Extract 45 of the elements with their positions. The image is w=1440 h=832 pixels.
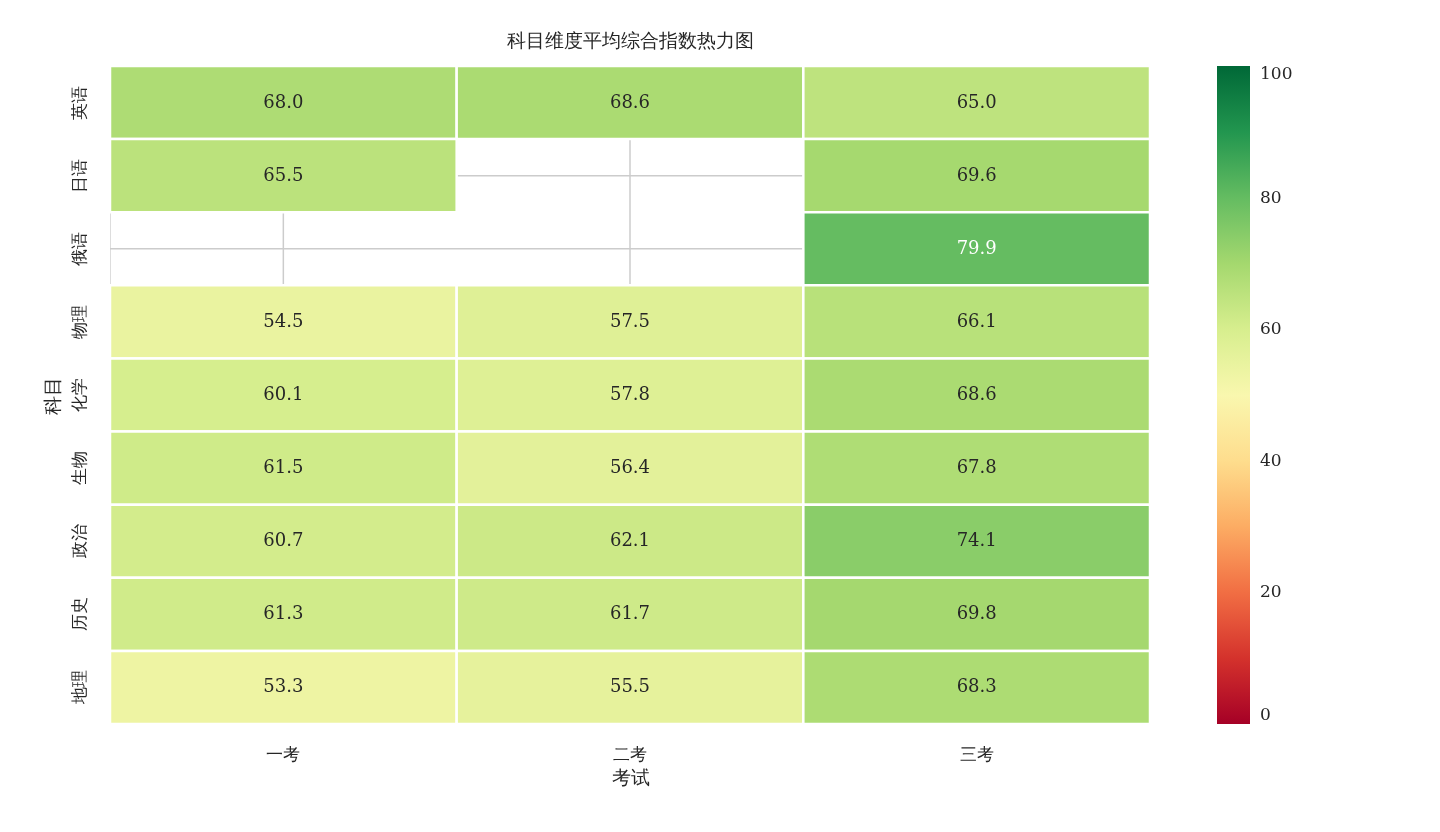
y-tick-label: 政治 (68, 524, 89, 559)
x-tick-label: 三考 (959, 743, 994, 764)
data-label: 66.1 (956, 309, 997, 331)
color-bar-label: 60 (1260, 318, 1282, 339)
data-label: 68.0 (263, 90, 304, 112)
data-label: 79.9 (956, 236, 997, 258)
data-label: 65.5 (263, 163, 304, 185)
data-label: 57.8 (609, 383, 651, 404)
y-tick-label: 生物 (68, 451, 89, 486)
data-label: 61.3 (263, 602, 304, 624)
data-label: 56.4 (609, 456, 651, 478)
color-bar-label: 20 (1260, 581, 1282, 602)
y-tick-label: 日语 (68, 158, 89, 193)
x-tick-label: 二考 (613, 743, 647, 764)
y-axis-title: 科目 (40, 376, 63, 415)
data-label: 57.5 (609, 309, 651, 331)
y-tick-label: 地理 (68, 670, 89, 706)
data-label: 68.6 (609, 90, 651, 112)
data-label: 60.7 (263, 529, 304, 551)
data-label: 55.5 (609, 675, 651, 697)
data-label: 53.3 (263, 675, 304, 697)
data-label: 60.1 (263, 383, 304, 404)
data-label: 74.1 (956, 529, 997, 551)
color-bar-label: 0 (1260, 704, 1271, 724)
data-label: 68.3 (956, 675, 997, 697)
data-label: 65.0 (956, 90, 997, 112)
y-tick-label: 历史 (68, 597, 89, 632)
color-bar-label: 40 (1260, 449, 1282, 470)
data-label: 61.5 (263, 456, 304, 478)
data-label: 69.8 (956, 602, 997, 624)
data-label: 61.7 (609, 602, 651, 624)
y-tick-label: 俄语 (68, 231, 89, 266)
color-bar-label: 80 (1260, 186, 1282, 207)
y-tick-label: 物理 (68, 304, 89, 339)
y-tick-label: 化学 (68, 378, 89, 412)
x-axis-title: 考试 (611, 765, 650, 788)
data-label: 67.8 (956, 456, 997, 478)
color-bar-label: 100 (1260, 63, 1293, 83)
data-label: 62.1 (609, 529, 651, 551)
y-tick-label: 英语 (68, 85, 89, 120)
data-label: 54.5 (263, 309, 304, 331)
chart-title: 科目维度平均综合指数热力图 (506, 28, 754, 51)
data-label: 69.6 (956, 163, 997, 185)
x-tick-label: 一考 (266, 743, 301, 764)
data-label: 68.6 (956, 383, 997, 404)
